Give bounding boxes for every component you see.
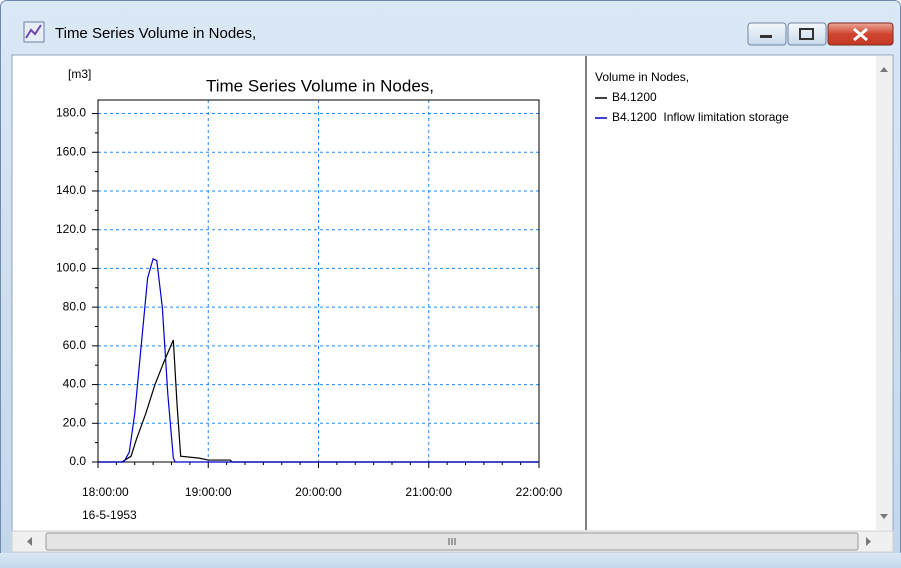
window-bottom-frame xyxy=(0,553,901,568)
horizontal-scrollbar[interactable] xyxy=(11,530,894,553)
close-button[interactable] xyxy=(827,22,894,46)
x-tick-label: 19:00:00 xyxy=(185,485,232,499)
client-area xyxy=(11,54,894,532)
y-tick-label: 160.0 xyxy=(56,144,86,158)
legend-label: B4.1200 xyxy=(612,90,657,104)
window-title: Time Series Volume in Nodes, xyxy=(55,25,256,42)
x-tick-label: 21:00:00 xyxy=(405,485,452,499)
chart-title: Time Series Volume in Nodes, xyxy=(206,76,434,95)
y-axis-label: [m3] xyxy=(68,67,91,81)
x-tick-label: 18:00:00 xyxy=(82,485,129,499)
x-date-label: 16-5-1953 xyxy=(82,508,137,522)
series-line xyxy=(98,257,539,463)
x-tick-label: 20:00:00 xyxy=(295,485,342,499)
vertical-scrollbar[interactable] xyxy=(876,56,892,530)
y-tick-label: 20.0 xyxy=(63,415,87,429)
y-tick-label: 60.0 xyxy=(63,338,87,352)
x-tick-label: 22:00:00 xyxy=(516,485,563,499)
legend-label: B4.1200 Inflow limitation storage xyxy=(612,110,789,124)
y-tick-label: 180.0 xyxy=(56,106,86,120)
y-tick-label: 100.0 xyxy=(56,261,86,275)
minimize-button[interactable] xyxy=(747,22,787,46)
y-tick-label: 140.0 xyxy=(56,183,86,197)
y-tick-label: 0.0 xyxy=(69,454,86,468)
maximize-button[interactable] xyxy=(787,22,827,46)
y-tick-label: 120.0 xyxy=(56,222,86,236)
series-line xyxy=(98,339,539,463)
y-tick-label: 40.0 xyxy=(63,377,87,391)
legend-title: Volume in Nodes, xyxy=(595,70,689,84)
app-icon xyxy=(23,21,45,43)
y-tick-label: 80.0 xyxy=(63,299,87,313)
